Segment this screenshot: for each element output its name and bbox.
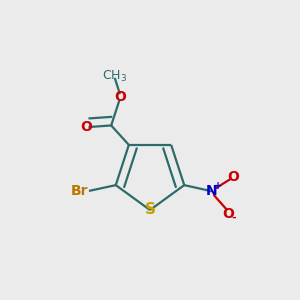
Text: Br: Br bbox=[71, 184, 89, 198]
Text: S: S bbox=[145, 202, 155, 217]
Text: CH$_3$: CH$_3$ bbox=[102, 68, 127, 83]
Text: +: + bbox=[214, 181, 222, 191]
Text: O: O bbox=[222, 207, 234, 221]
Text: N: N bbox=[206, 184, 217, 198]
Text: O: O bbox=[80, 120, 92, 134]
Text: O: O bbox=[227, 170, 239, 184]
Text: -: - bbox=[232, 212, 236, 222]
Text: O: O bbox=[114, 90, 126, 104]
